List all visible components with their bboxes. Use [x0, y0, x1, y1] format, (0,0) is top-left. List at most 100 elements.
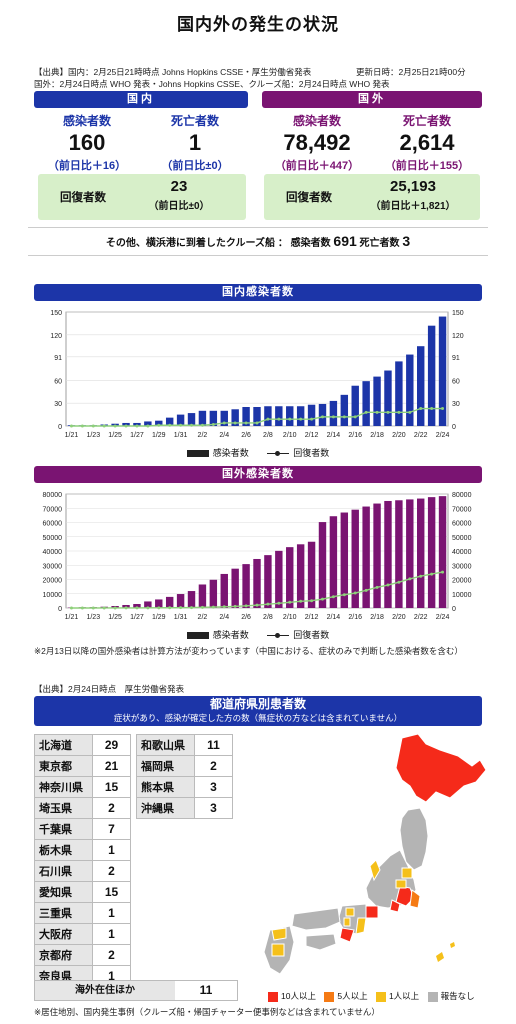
pref-value: 3	[194, 797, 233, 819]
domestic-deaths: 死亡者数 1 （前日比±0）	[142, 112, 248, 173]
bar	[329, 400, 338, 426]
x-tick-label: 2/18	[370, 614, 384, 621]
legend-swatch-5plus	[324, 991, 335, 1002]
recovered-point	[364, 410, 368, 414]
bar	[253, 407, 261, 426]
y-tick-label-right: 30000	[452, 563, 472, 570]
pref-row: 愛知県 15	[34, 881, 131, 903]
x-tick-label: 1/29	[152, 432, 166, 439]
pref-name: 石川県	[34, 860, 93, 882]
domestic-recovered-label: 回復者数	[60, 192, 106, 204]
domestic-deaths-diff: （前日比±0）	[161, 160, 229, 172]
recovered-point	[168, 423, 172, 427]
map-saitama	[395, 879, 407, 889]
bar	[176, 594, 185, 608]
x-tick-label: 2/6	[241, 614, 251, 621]
updated-time: 更新日時：2月25日21時00分	[356, 67, 466, 77]
pref-value: 21	[92, 755, 131, 777]
bar	[242, 407, 250, 426]
bar	[362, 506, 370, 608]
x-tick-label: 1/21	[65, 614, 79, 621]
domestic-cases-label: 感染者数	[62, 114, 111, 128]
y-tick-label-left: 60	[54, 378, 62, 385]
cruise-deaths: 3	[402, 233, 411, 249]
bar	[307, 404, 316, 426]
pref-row: 栃木県 1	[34, 839, 131, 861]
x-tick-label: 2/2	[198, 614, 208, 621]
overseas-header: 国外	[262, 91, 482, 108]
y-tick-label-left: 0	[58, 424, 62, 431]
bar	[286, 406, 294, 426]
domestic-header: 国内	[34, 91, 248, 108]
recovered-point	[113, 606, 117, 610]
bar	[122, 422, 130, 426]
pref-name: 和歌山県	[136, 734, 195, 756]
pref-row: 奈良県 1	[34, 965, 131, 987]
bar	[231, 409, 239, 426]
bar	[384, 370, 392, 426]
recovered-point	[255, 603, 259, 607]
map-ishikawa	[369, 859, 381, 882]
pref-row: 沖縄県 3	[136, 797, 233, 819]
y-tick-label-right: 20000	[452, 578, 472, 585]
bar	[209, 410, 218, 426]
recovered-point	[375, 585, 379, 589]
bar	[264, 555, 272, 608]
pref-value: 29	[92, 734, 131, 756]
recovered-point	[419, 407, 423, 411]
recovered-point	[331, 415, 335, 419]
overseas-deaths-diff: （前日比＋155）	[384, 160, 470, 172]
pref-name: 京都府	[34, 944, 93, 966]
bar	[373, 503, 381, 608]
y-tick-label-right: 50000	[452, 535, 472, 542]
pref-value: 2	[92, 797, 131, 819]
recovered-point	[179, 423, 183, 427]
cruise-deaths-label: 死亡者数	[359, 238, 400, 249]
pref-name: 愛知県	[34, 881, 93, 903]
bar	[438, 316, 447, 426]
recovered-point	[430, 572, 434, 576]
chart-legend-domestic: 感染者数 回復者数	[0, 446, 516, 459]
map-fukuoka	[271, 927, 287, 941]
bar	[176, 414, 185, 426]
footnote: ※居住地別、国内発生事例（クルーズ船・帰国チャーター便事例などは含まれていません…	[34, 1007, 380, 1017]
pref-name: 熊本県	[136, 776, 195, 798]
bar	[417, 346, 425, 426]
recovered-point	[441, 570, 445, 574]
pref-row: 東京都 21	[34, 755, 131, 777]
legend-line-swatch	[267, 451, 290, 457]
legend-recovered-label: 回復者数	[293, 448, 330, 458]
map-okinawa-islands	[450, 942, 455, 948]
y-tick-label-right: 150	[452, 310, 464, 317]
pref-value: 7	[92, 818, 131, 840]
bar	[198, 584, 207, 608]
bar	[406, 499, 414, 608]
cruise-text: その他、横浜港に到着したクルーズ船 ： 感染者数	[105, 238, 331, 249]
y-tick-label-left: 40000	[43, 549, 63, 556]
y-tick-label-right: 10000	[452, 592, 472, 599]
bar	[307, 541, 316, 608]
pref-name: 千葉県	[34, 818, 93, 840]
recovered-point	[222, 421, 226, 425]
y-tick-label-right: 0	[452, 424, 456, 431]
y-tick-label-left: 50000	[43, 535, 63, 542]
recovered-point	[91, 606, 95, 610]
domestic-deaths-label: 死亡者数	[170, 114, 219, 128]
pref-value: 15	[92, 881, 131, 903]
recovered-point	[342, 415, 346, 419]
x-tick-label: 2/16	[348, 614, 362, 621]
x-tick-label: 1/23	[86, 432, 100, 439]
map-hokkaido	[395, 733, 487, 803]
recovered-point	[299, 599, 303, 603]
recovered-point	[69, 424, 73, 428]
recovered-point	[102, 606, 106, 610]
recovered-point	[102, 424, 106, 428]
bar	[384, 500, 392, 608]
pref-value: 2	[92, 860, 131, 882]
pref-row: 三重県 1	[34, 902, 131, 924]
recovered-point	[353, 591, 357, 595]
bar	[406, 354, 414, 426]
y-tick-label-right: 91	[452, 355, 460, 362]
y-tick-label-right: 40000	[452, 549, 472, 556]
divider	[28, 227, 488, 228]
